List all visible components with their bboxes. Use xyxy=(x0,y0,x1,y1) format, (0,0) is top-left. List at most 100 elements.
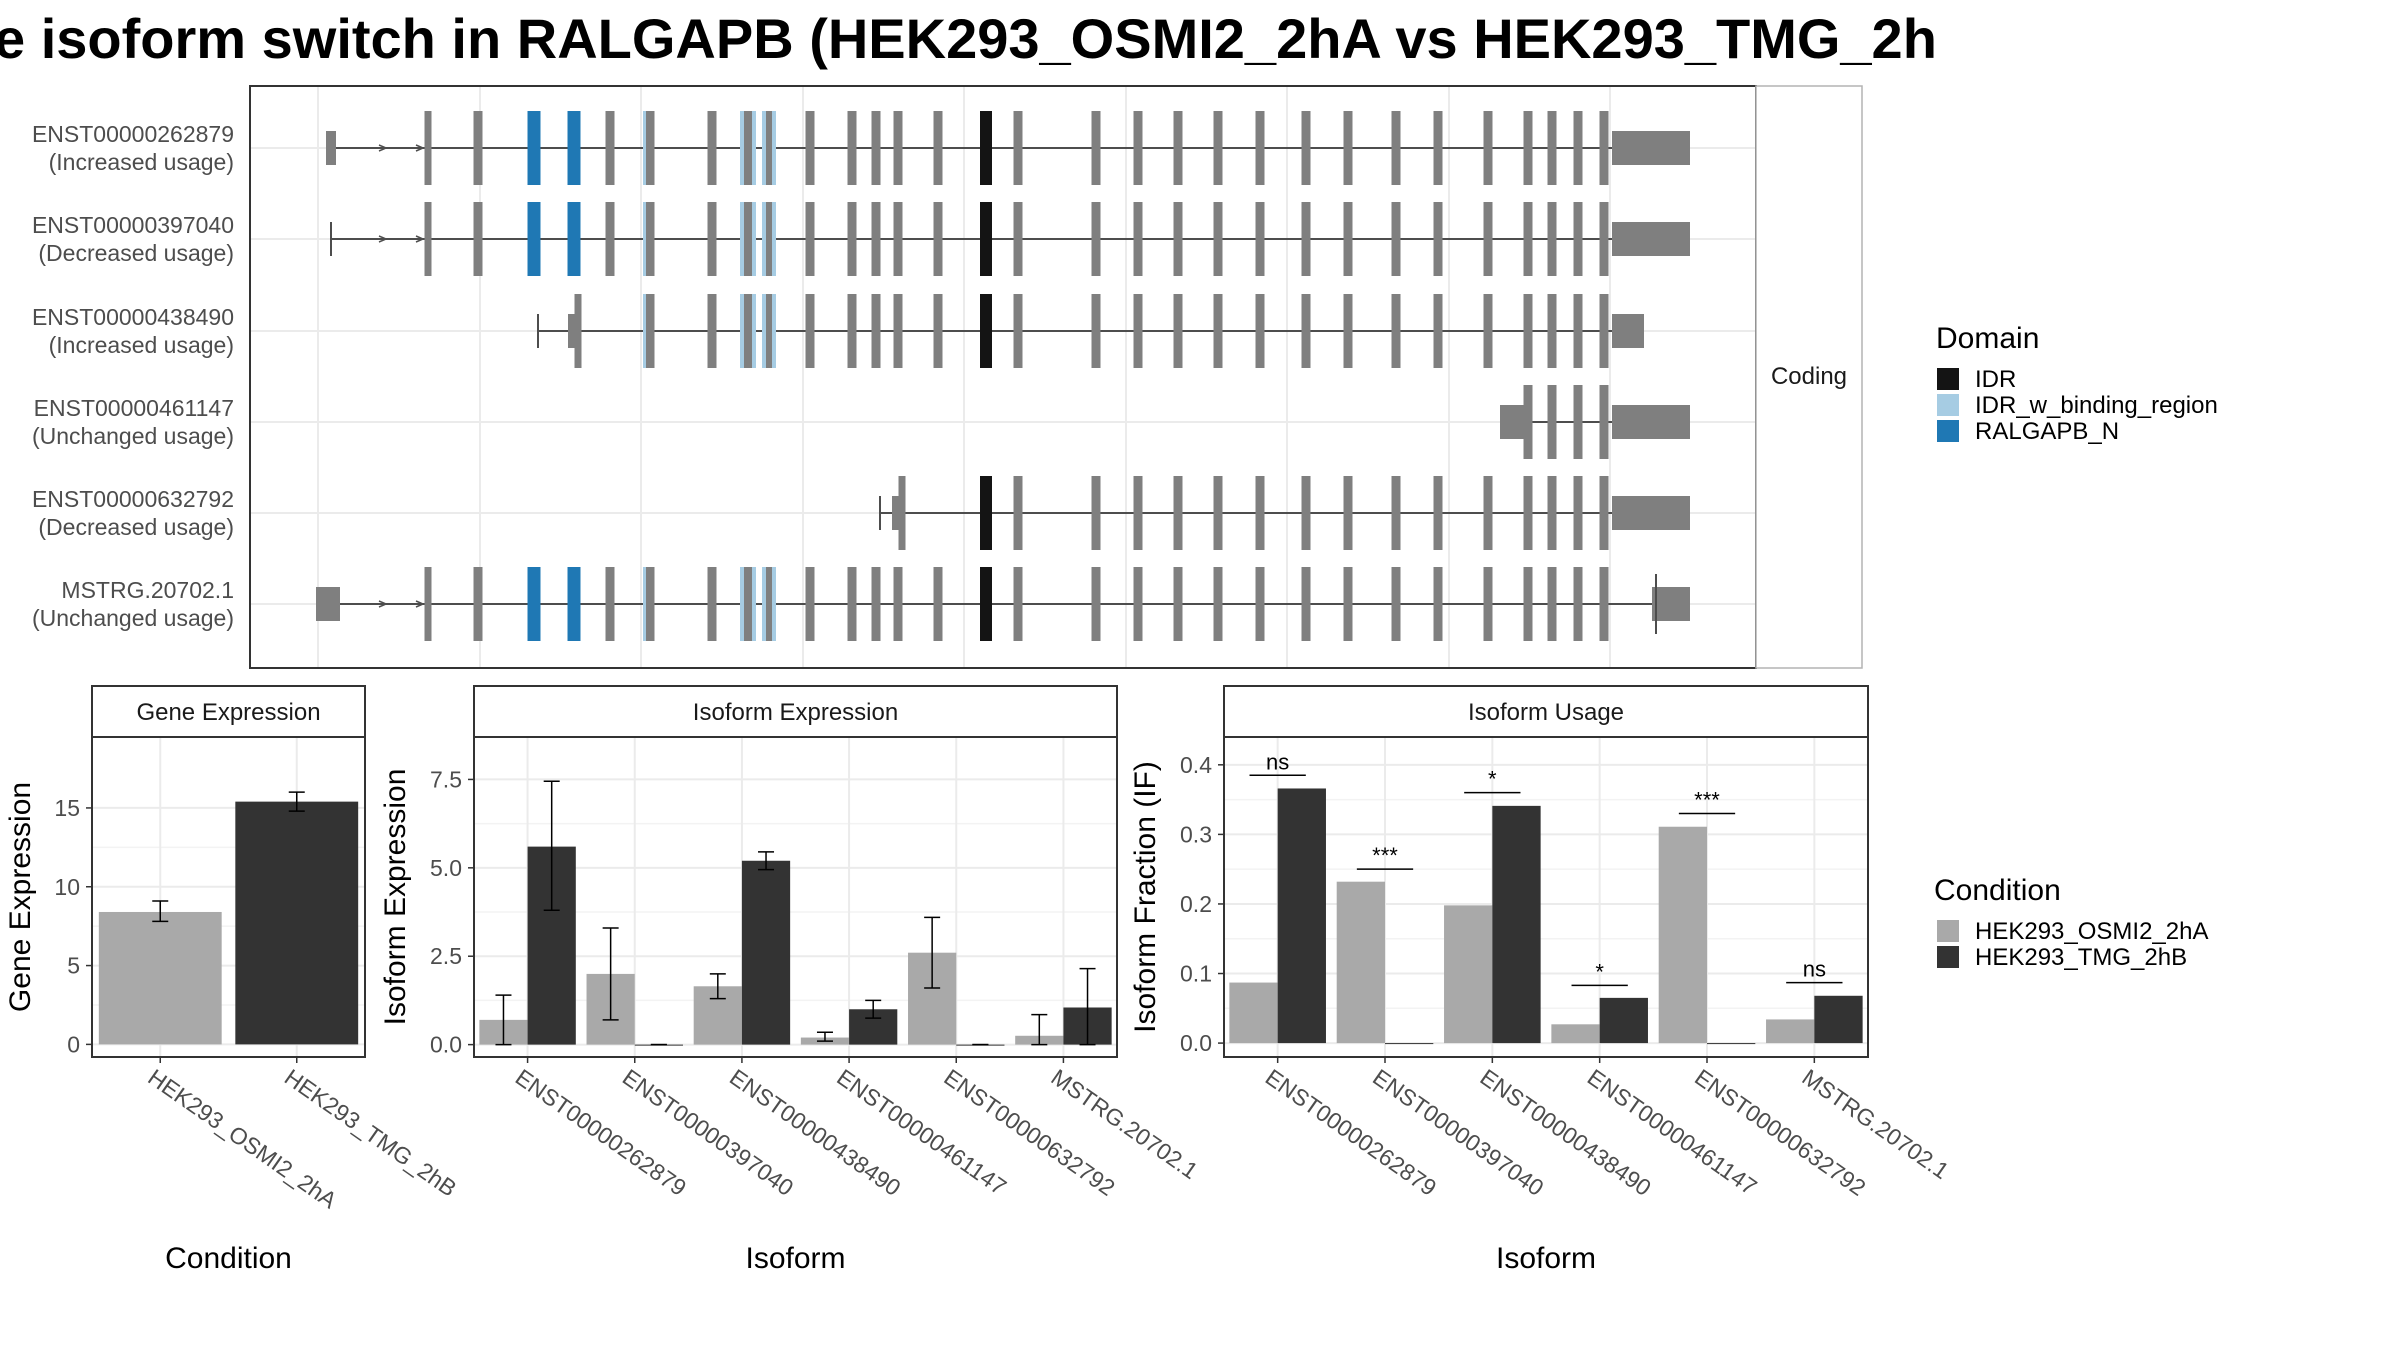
domain-idr-binding xyxy=(752,111,756,185)
panel-strip xyxy=(91,685,366,738)
exon xyxy=(1343,476,1353,550)
exon xyxy=(605,202,615,276)
exon xyxy=(1483,111,1493,185)
exon xyxy=(1133,567,1143,641)
exon xyxy=(1343,202,1353,276)
bar-cond1 xyxy=(1444,905,1493,1044)
legend-label: HEK293_TMG_2hB xyxy=(1975,944,2187,971)
exon xyxy=(1091,294,1101,368)
exon xyxy=(1391,111,1401,185)
exon xyxy=(1013,476,1023,550)
exon xyxy=(645,294,655,368)
exon xyxy=(645,567,655,641)
exon xyxy=(1213,202,1223,276)
exon xyxy=(1255,202,1265,276)
exon xyxy=(1391,476,1401,550)
bar-cond2 xyxy=(1385,1043,1434,1045)
domain-idr-binding xyxy=(762,111,766,185)
exon xyxy=(765,294,775,368)
exon xyxy=(1213,476,1223,550)
exon xyxy=(1523,567,1533,641)
exon xyxy=(707,202,717,276)
domain-idr-binding xyxy=(740,567,744,641)
bar-cond2 xyxy=(1492,805,1541,1044)
legend-label: IDR_w_binding_region xyxy=(1975,392,2218,419)
legend-swatch xyxy=(1937,394,1959,416)
y-tick-label: 5 xyxy=(67,953,80,979)
exon xyxy=(1599,294,1609,368)
y-tick-label: 2.5 xyxy=(430,943,462,969)
figure-title: e isoform switch in RALGAPB (HEK293_OSMI… xyxy=(0,7,1937,70)
exon xyxy=(645,202,655,276)
bar-cond1 xyxy=(1551,1024,1600,1044)
exon xyxy=(871,111,881,185)
significance-label: *** xyxy=(1372,843,1398,868)
domain-idr-binding xyxy=(772,202,776,276)
exon xyxy=(1433,567,1443,641)
x-tick-label: ENST00000397040 xyxy=(1368,1064,1548,1201)
isoform-structure-panel: Coding ENST00000262879(Increased usage)E… xyxy=(32,85,1863,669)
exon xyxy=(1213,294,1223,368)
significance-label: ns xyxy=(1266,749,1289,774)
utr3 xyxy=(1612,222,1690,256)
exon xyxy=(1573,476,1583,550)
exon xyxy=(1301,476,1311,550)
exon xyxy=(1483,476,1493,550)
y-tick-label: 5.0 xyxy=(430,855,462,881)
exon xyxy=(871,567,881,641)
structure-panel-background xyxy=(250,86,1756,668)
y-tick-label: 10 xyxy=(54,874,80,900)
panel-title: Gene Expression xyxy=(136,699,320,726)
isoform-usage-label: (Decreased usage) xyxy=(38,240,234,266)
exon xyxy=(574,294,582,368)
exon xyxy=(847,567,857,641)
exon xyxy=(1213,111,1223,185)
exon xyxy=(1133,111,1143,185)
bar-cond2 xyxy=(1814,995,1863,1044)
domain-idr-binding xyxy=(740,294,744,368)
exon xyxy=(1547,111,1557,185)
bar-cond2 xyxy=(741,860,791,1045)
significance-label: * xyxy=(1488,767,1497,792)
domain-idr xyxy=(980,567,992,641)
exon xyxy=(1433,111,1443,185)
exon xyxy=(1343,111,1353,185)
exon xyxy=(1343,567,1353,641)
exon xyxy=(424,567,432,641)
x-tick-label: ENST00000632792 xyxy=(1690,1064,1870,1201)
y-tick-label: 0.2 xyxy=(1180,891,1212,917)
exon xyxy=(805,294,815,368)
utr-exon xyxy=(892,496,900,530)
isoform-id-label: ENST00000397040 xyxy=(32,212,234,238)
x-tick-label: ENST00000438490 xyxy=(725,1064,905,1201)
exon xyxy=(1091,476,1101,550)
structure-strip xyxy=(1755,85,1863,669)
exon xyxy=(1391,294,1401,368)
isoform-id-label: ENST00000438490 xyxy=(32,304,234,330)
exon xyxy=(871,294,881,368)
exon xyxy=(1133,202,1143,276)
exon xyxy=(1523,202,1533,276)
exon xyxy=(567,202,581,276)
exon xyxy=(1255,476,1265,550)
exon xyxy=(1013,294,1023,368)
bar-cond2 xyxy=(1707,1043,1756,1045)
exon xyxy=(424,111,432,185)
exon xyxy=(1547,567,1557,641)
exon xyxy=(898,476,906,550)
gene-expression-bar xyxy=(98,911,222,1045)
isoform-id-label: ENST00000461147 xyxy=(34,395,234,421)
isoform-usage-label: (Increased usage) xyxy=(49,332,234,358)
exon xyxy=(1173,294,1183,368)
x-tick-label: ENST00000397040 xyxy=(618,1064,798,1201)
domain-idr-binding xyxy=(752,294,756,368)
exon xyxy=(1091,567,1101,641)
utr3 xyxy=(1652,587,1690,621)
isoform-track xyxy=(326,111,1690,185)
exon xyxy=(743,567,753,641)
exon xyxy=(1173,111,1183,185)
exon xyxy=(1523,385,1533,459)
significance-label: *** xyxy=(1694,788,1720,813)
exon xyxy=(1173,476,1183,550)
